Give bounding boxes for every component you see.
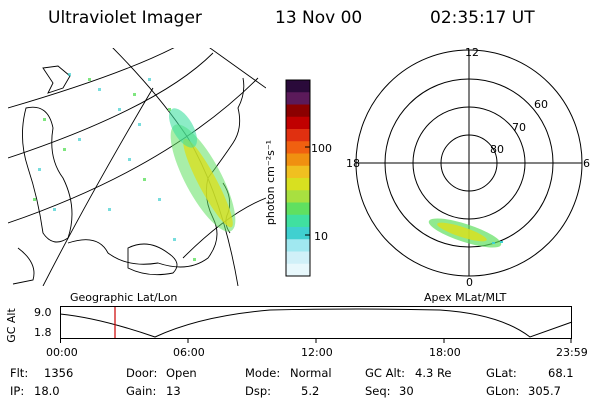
timeline-ytick-bottom: 1.8 bbox=[34, 326, 52, 339]
altitude-curve bbox=[60, 308, 573, 338]
gcalt-label: GC Alt: bbox=[365, 366, 406, 380]
xtick-1200: 12:00 bbox=[301, 346, 333, 359]
seq-value: 30 bbox=[399, 384, 414, 398]
xtick-0000: 00:00 bbox=[46, 346, 78, 359]
grid-line bbox=[8, 48, 175, 109]
grid-line bbox=[8, 52, 214, 159]
colorbar-cell bbox=[286, 104, 310, 118]
grid-line bbox=[42, 87, 154, 286]
seq-label: Seq: bbox=[365, 384, 391, 398]
xtick-1800: 18:00 bbox=[429, 346, 461, 359]
grid-line bbox=[112, 48, 239, 286]
mode-label: Mode: bbox=[245, 366, 281, 380]
colorbar-tick-label-10: 10 bbox=[314, 230, 328, 243]
flt-value: 1356 bbox=[44, 366, 74, 380]
ip-value: 18.0 bbox=[34, 384, 60, 398]
instrument-title: Ultraviolet Imager bbox=[48, 8, 202, 28]
grid-line bbox=[209, 48, 266, 89]
gain-value: 13 bbox=[166, 384, 181, 398]
dsp-value: 5.2 bbox=[301, 384, 320, 398]
colorbar-cell bbox=[286, 80, 310, 93]
colorbar-cell bbox=[286, 227, 310, 240]
xtick-0600: 06:00 bbox=[173, 346, 205, 359]
coastline bbox=[22, 106, 73, 243]
geographic-map bbox=[8, 48, 266, 286]
ip-label: IP: bbox=[10, 384, 25, 398]
auroral-emission bbox=[33, 73, 236, 261]
gain-label: Gain: bbox=[126, 384, 157, 398]
gcalt-value: 4.3 Re bbox=[415, 366, 452, 380]
timeline-ylabel: GC Alt bbox=[4, 308, 18, 343]
colorbar-cell bbox=[286, 141, 310, 154]
timeline-frame bbox=[60, 306, 572, 339]
colorbar-cell bbox=[286, 116, 310, 130]
mode-value: Normal bbox=[290, 366, 332, 380]
colorbar-cell bbox=[286, 129, 310, 142]
door-value: Open bbox=[166, 366, 197, 380]
dsp-label: Dsp: bbox=[245, 384, 272, 398]
polar-plot bbox=[355, 49, 583, 277]
colorbar-cell bbox=[286, 153, 310, 167]
colorbar-cell bbox=[286, 92, 310, 105]
flt-label: Flt: bbox=[10, 366, 29, 380]
colorbar-cell bbox=[286, 202, 310, 216]
colorbar-frame bbox=[285, 79, 311, 277]
timeline-plot bbox=[60, 306, 573, 343]
glat-label: GLat: bbox=[486, 366, 517, 380]
mlt-label-6: 6 bbox=[583, 157, 590, 170]
geo-panel-label: Geographic Lat/Lon bbox=[70, 291, 178, 304]
colorbar-cell bbox=[286, 178, 310, 191]
colorbar-cell bbox=[286, 165, 310, 179]
mlt-label-18: 18 bbox=[346, 157, 360, 170]
colorbar-tick-label-100: 100 bbox=[311, 142, 332, 155]
coastline bbox=[12, 247, 35, 285]
door-label: Door: bbox=[126, 366, 158, 380]
mlt-label-0: 0 bbox=[466, 276, 473, 289]
mlt-label-12: 12 bbox=[465, 46, 479, 59]
glat-value: 68.1 bbox=[548, 366, 574, 380]
timeline-ytick-top: 9.0 bbox=[34, 306, 52, 319]
date-label: 13 Nov 00 bbox=[275, 8, 363, 28]
colorbar-cell bbox=[286, 263, 310, 277]
apex-aurora bbox=[428, 218, 503, 248]
coastline bbox=[42, 65, 71, 94]
colorbar bbox=[285, 79, 311, 277]
glon-label: GLon: bbox=[486, 384, 520, 398]
mlat-label-70: 70 bbox=[512, 121, 526, 134]
colorbar-cell bbox=[286, 190, 310, 203]
mlat-label-80: 80 bbox=[490, 143, 504, 156]
colorbar-cell bbox=[286, 214, 310, 228]
colorbar-unit-label: photon cm⁻²s⁻¹ bbox=[264, 139, 278, 226]
colorbar-cell bbox=[286, 239, 310, 252]
apex-panel-label: Apex MLat/MLT bbox=[424, 291, 507, 304]
glon-value: 305.7 bbox=[528, 384, 561, 398]
colorbar-cell bbox=[286, 251, 310, 265]
xtick-2359: 23:59 bbox=[556, 346, 588, 359]
mlat-label-60: 60 bbox=[534, 98, 548, 111]
grid-line bbox=[8, 77, 259, 224]
time-label: 02:35:17 UT bbox=[430, 8, 535, 28]
coastline bbox=[127, 243, 178, 276]
